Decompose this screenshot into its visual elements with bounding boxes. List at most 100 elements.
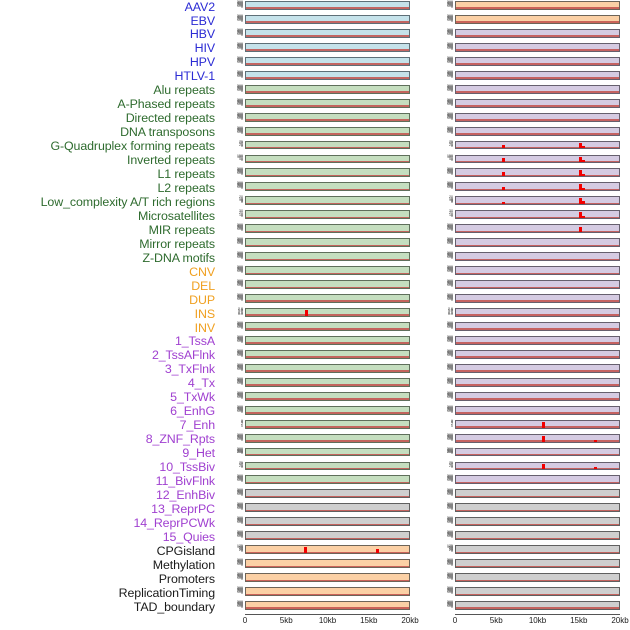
- track-plot-area[interactable]: [455, 335, 620, 345]
- track-plot-area[interactable]: [455, 405, 620, 415]
- track-left[interactable]: 500 400 300 200 100 0: [222, 70, 418, 84]
- track-right[interactable]: 500 400 300 200 100 0: [432, 335, 628, 349]
- track-left[interactable]: 500 400 300 200 100 0: [222, 558, 418, 572]
- track-plot-area[interactable]: [245, 377, 410, 387]
- track-left[interactable]: 125 100 75 50 25 0: [222, 544, 418, 558]
- track-plot-area[interactable]: [245, 335, 410, 345]
- track-plot-area[interactable]: [455, 517, 620, 527]
- track-right[interactable]: 500 400 300 200 100 0: [432, 84, 628, 98]
- track-plot-area[interactable]: [245, 294, 410, 303]
- track-plot-area[interactable]: [455, 391, 620, 401]
- track-plot-area[interactable]: [455, 210, 620, 220]
- track-left[interactable]: 500 400 300 200 100 0: [222, 181, 418, 195]
- track-plot-area[interactable]: [455, 531, 620, 541]
- track-plot-area[interactable]: [455, 447, 620, 457]
- track-plot-area[interactable]: [245, 224, 410, 234]
- track-plot-area[interactable]: [245, 419, 410, 429]
- track-left[interactable]: 500 400 300 200 100 0: [222, 251, 418, 265]
- track-plot-area[interactable]: [245, 14, 410, 24]
- track-right[interactable]: 500 400 300 200 100 0: [432, 377, 628, 391]
- track-right[interactable]: 500 400 300 200 100 0: [432, 447, 628, 461]
- track-plot-area[interactable]: [245, 98, 410, 108]
- track-right[interactable]: 500 400 300 200 100 0: [432, 112, 628, 126]
- track-left[interactable]: 500 400 300 200 100 0: [222, 126, 418, 140]
- track-left[interactable]: 500 400 300 200 100 0: [222, 474, 418, 488]
- track-plot-area[interactable]: [245, 182, 410, 192]
- track-right[interactable]: 500 400 300 200 100 0: [432, 98, 628, 112]
- track-plot-area[interactable]: [245, 531, 410, 541]
- track-plot-area[interactable]: [455, 168, 620, 178]
- track-left[interactable]: 500 400 300 200 100 0: [222, 572, 418, 586]
- track-plot-area[interactable]: [455, 182, 620, 192]
- track-right[interactable]: 500 400 300 200 100 0: [432, 321, 628, 335]
- track-plot-area[interactable]: [455, 475, 620, 485]
- track-plot-area[interactable]: [245, 252, 410, 262]
- track-left[interactable]: 500 400 300 200 100 0: [222, 42, 418, 56]
- track-left[interactable]: 500 400 300 200 100 0: [222, 167, 418, 181]
- track-plot-area[interactable]: [245, 489, 410, 499]
- track-right[interactable]: 500 400 300 200 100 0: [432, 237, 628, 251]
- track-right[interactable]: 500 400 300 200 100 0: [432, 251, 628, 265]
- track-left[interactable]: 500 400 300 200 100 0: [222, 293, 418, 307]
- track-right[interactable]: 500 400 300 200 100 0: [432, 223, 628, 237]
- track-left[interactable]: 500 400 300 200 100 0: [222, 391, 418, 405]
- track-left[interactable]: 500 400 300 200 100 0: [222, 447, 418, 461]
- track-plot-area[interactable]: [455, 266, 620, 276]
- track-plot-area[interactable]: [245, 70, 410, 80]
- track-plot-area[interactable]: [455, 42, 620, 52]
- track-plot-area[interactable]: [245, 433, 410, 443]
- track-plot-area[interactable]: [455, 238, 620, 248]
- track-right[interactable]: 500 400 300 200 100 0: [432, 70, 628, 84]
- track-left[interactable]: 500 400 300 200 100 0: [222, 530, 418, 544]
- track-plot-area[interactable]: [455, 433, 620, 443]
- track-left[interactable]: 500 400 300 200 100 0: [222, 112, 418, 126]
- track-plot-area[interactable]: [455, 363, 620, 373]
- track-right[interactable]: 500 400 300 200 100 0: [432, 293, 628, 307]
- track-right[interactable]: 500 400 300 200 100 0: [432, 279, 628, 293]
- track-plot-area[interactable]: [455, 224, 620, 234]
- track-plot-area[interactable]: [455, 349, 620, 359]
- track-plot-area[interactable]: [455, 461, 620, 471]
- track-plot-area[interactable]: [455, 252, 620, 262]
- track-plot-area[interactable]: [245, 154, 410, 164]
- track-left[interactable]: 500 400 300 200 100 0: [222, 98, 418, 112]
- track-right[interactable]: 500 400 300 200 100 0: [432, 586, 628, 600]
- track-left[interactable]: 500 400 300 200 100 0: [222, 14, 418, 28]
- track-left[interactable]: 500 400 300 200 100 0: [222, 600, 418, 614]
- track-left[interactable]: 500 400 300 200 100 0: [222, 237, 418, 251]
- track-plot-area[interactable]: [455, 294, 620, 303]
- track-right[interactable]: 500 400 300 200 100 0: [432, 572, 628, 586]
- track-plot-area[interactable]: [245, 196, 410, 206]
- track-left[interactable]: 30 20 10 0: [222, 209, 418, 223]
- track-plot-area[interactable]: [455, 56, 620, 66]
- track-plot-area[interactable]: [455, 154, 620, 164]
- track-left[interactable]: 500 400 300 200 100 0: [222, 502, 418, 516]
- track-plot-area[interactable]: [455, 377, 620, 387]
- track-right[interactable]: 20 15 10 5 0: [432, 195, 628, 209]
- track-plot-area[interactable]: [455, 321, 620, 331]
- track-left[interactable]: 500 400 300 200 100 0: [222, 586, 418, 600]
- track-left[interactable]: 500 400 300 200 100 0: [222, 335, 418, 349]
- track-plot-area[interactable]: [245, 112, 410, 122]
- track-left[interactable]: 75 50 25 0: [222, 461, 418, 475]
- track-plot-area[interactable]: [245, 321, 410, 331]
- track-right[interactable]: 500 400 300 200 100 0: [432, 363, 628, 377]
- track-plot-area[interactable]: [245, 84, 410, 94]
- track-plot-area[interactable]: [245, 503, 410, 513]
- track-right[interactable]: 500 400 300 200 100 0: [432, 405, 628, 419]
- track-left[interactable]: 2.0 1.5 1.0 0.5 0.0: [222, 307, 418, 321]
- track-plot-area[interactable]: [245, 308, 410, 317]
- track-plot-area[interactable]: [245, 545, 410, 555]
- track-plot-area[interactable]: [455, 84, 620, 94]
- track-plot-area[interactable]: [245, 517, 410, 527]
- track-plot-area[interactable]: [245, 56, 410, 66]
- track-left[interactable]: 500 400 300 200 100 0: [222, 488, 418, 502]
- track-plot-area[interactable]: [245, 280, 410, 290]
- track-plot-area[interactable]: [455, 489, 620, 499]
- track-right[interactable]: 30 20 10 0: [432, 209, 628, 223]
- track-plot-area[interactable]: [245, 363, 410, 373]
- track-right[interactable]: 500 400 300 200 100 0: [432, 28, 628, 42]
- track-plot-area[interactable]: [455, 280, 620, 290]
